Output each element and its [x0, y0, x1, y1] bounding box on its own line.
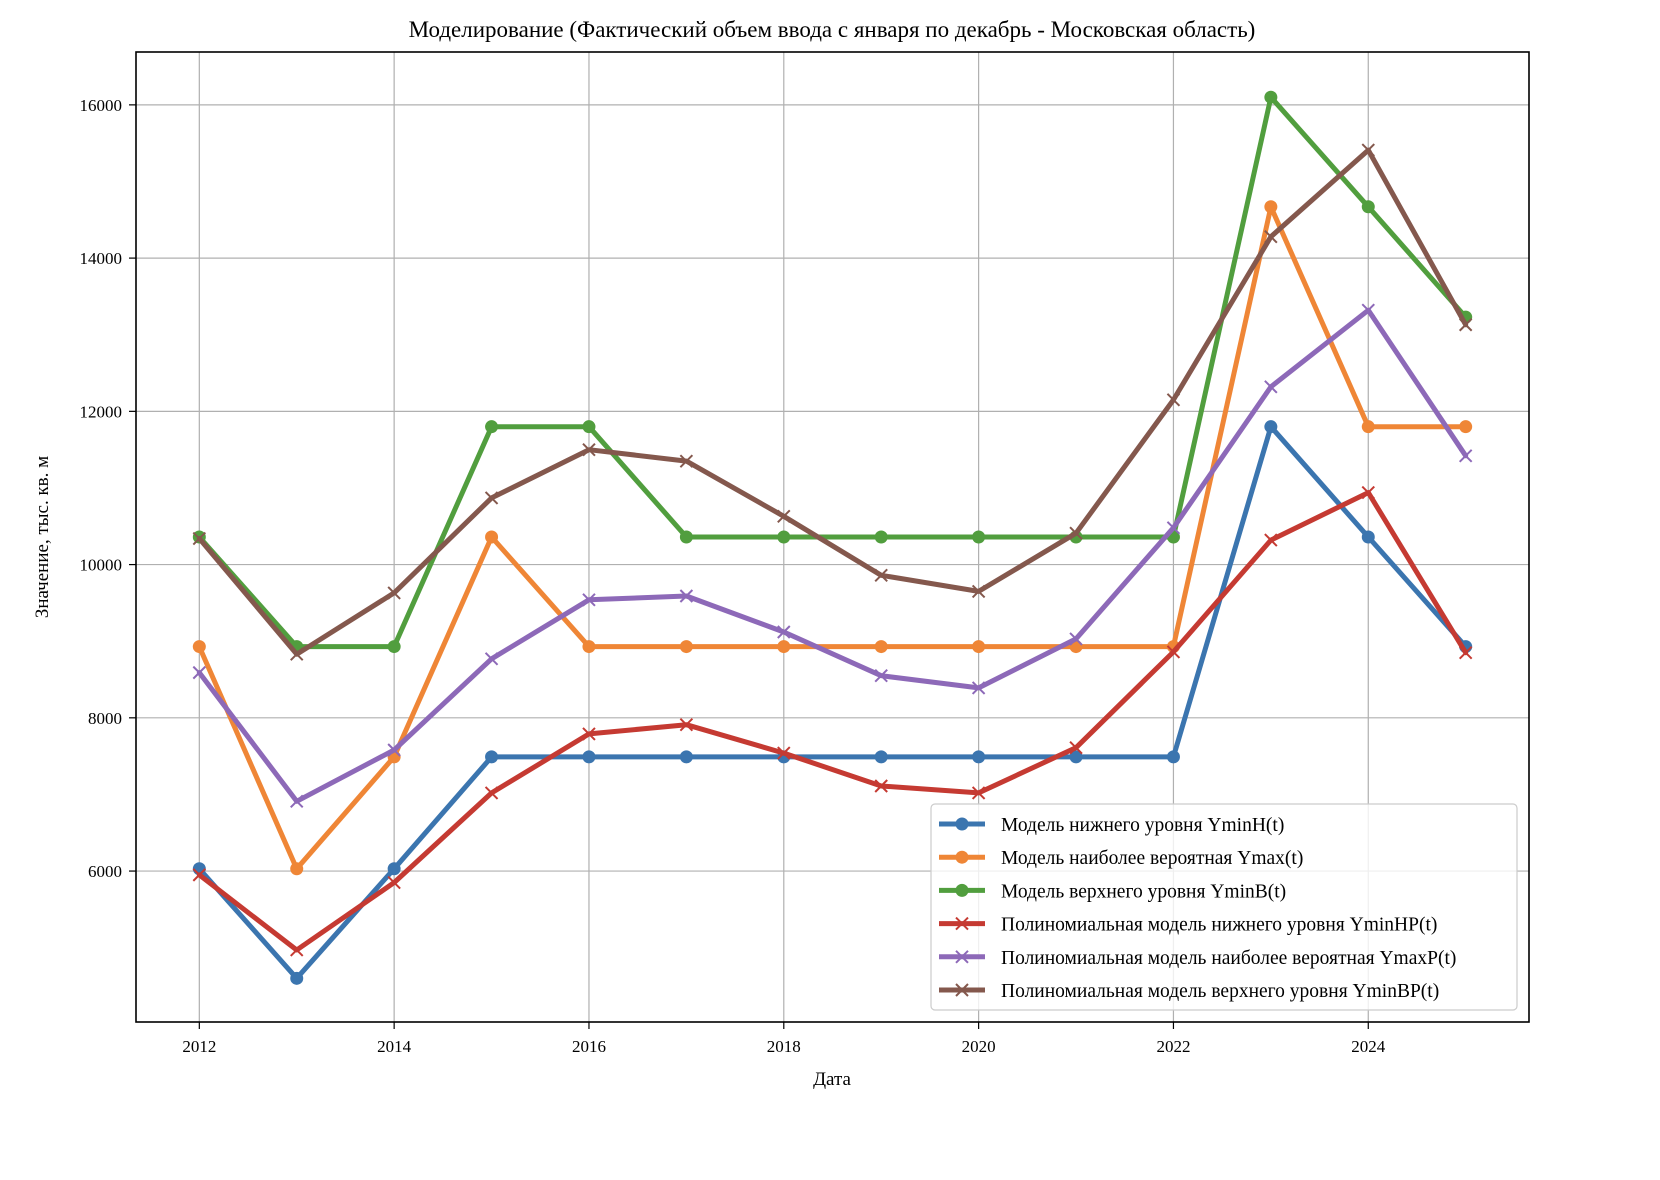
y-axis-label: Значение, тыс. кв. м	[32, 456, 53, 618]
legend-item: Модель нижнего уровня YminH(t)	[939, 815, 1284, 836]
legend: Модель нижнего уровня YminH(t) Модель наи…	[930, 803, 1518, 1011]
series-3	[192, 90, 1473, 654]
legend-label: Модель наиболее вероятная Ymax(t)	[1001, 848, 1303, 869]
y-tick-label: 8000	[88, 709, 122, 728]
legend-item: Полиномиальная модель верхнего уровня Ym…	[939, 981, 1439, 1002]
series-lines	[192, 90, 1473, 985]
y-tick-label: 12000	[80, 402, 123, 421]
y-tick-label: 14000	[80, 249, 123, 268]
x-tick-label: 2012	[182, 1037, 216, 1056]
legend-label: Модель нижнего уровня YminH(t)	[1001, 815, 1284, 836]
series-4	[192, 485, 1473, 957]
x-tick-label: 2024	[1351, 1037, 1386, 1056]
legend-label: Модель верхнего уровня YminB(t)	[1001, 881, 1286, 902]
chart-title: Моделирование (Фактический объем ввода с…	[409, 17, 1256, 42]
legend-item: Модель наиболее вероятная Ymax(t)	[939, 848, 1303, 869]
legend-label: Полиномиальная модель наиболее вероятная…	[1001, 948, 1456, 969]
plot-area-frame	[135, 51, 1530, 1023]
legend-item: Модель верхнего уровня YminB(t)	[939, 881, 1286, 902]
legend-item: Полиномиальная модель нижнего уровня Ymi…	[939, 915, 1437, 936]
axis-ticks: 2012 2014 2016 2018 2020 2022 2024 6000 8000 1000…	[80, 96, 1386, 1056]
x-tick-label: 2016	[572, 1037, 606, 1056]
y-tick-label: 16000	[80, 96, 123, 115]
legend-label: Полиномиальная модель нижнего уровня Ymi…	[1001, 915, 1437, 936]
x-tick-label: 2018	[767, 1037, 801, 1056]
x-axis-label: Дата	[813, 1069, 851, 1090]
y-tick-label: 6000	[88, 862, 122, 881]
legend-box	[930, 803, 1518, 1011]
legend-label: Полиномиальная модель верхнего уровня Ym…	[1001, 981, 1439, 1002]
series-2	[192, 200, 1473, 876]
y-tick-label: 10000	[80, 556, 123, 575]
x-tick-label: 2020	[962, 1037, 996, 1056]
x-tick-label: 2022	[1156, 1037, 1190, 1056]
x-tick-label: 2014	[377, 1037, 412, 1056]
series-5	[192, 303, 1473, 809]
legend-item: Полиномиальная модель наиболее вероятная…	[939, 948, 1456, 969]
series-6	[192, 143, 1473, 661]
